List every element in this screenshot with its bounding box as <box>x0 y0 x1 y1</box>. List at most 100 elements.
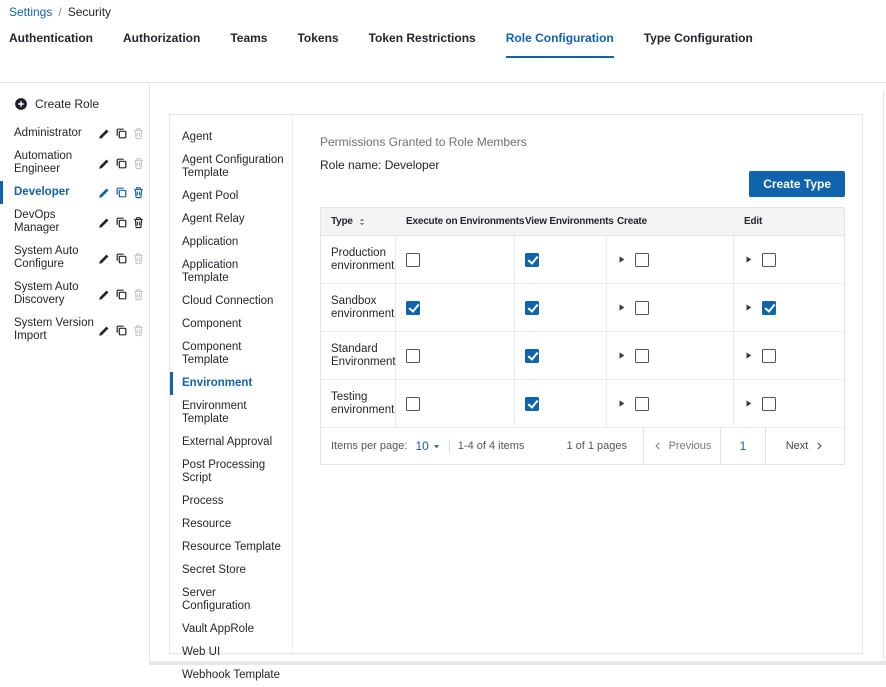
edit-checkbox[interactable] <box>762 300 776 315</box>
edit-role-icon[interactable] <box>98 288 111 301</box>
expand-triangle-icon[interactable] <box>617 351 626 360</box>
type-name-cell: Sandbox environment <box>321 284 396 331</box>
type-item-process[interactable]: Process <box>182 495 224 507</box>
edit-role-icon[interactable] <box>98 324 111 337</box>
create-checkbox[interactable] <box>635 252 649 267</box>
type-item-resource[interactable]: Resource <box>182 518 232 530</box>
column-header-view-environments: View Environments <box>515 208 614 235</box>
page-count-label: 1 of 1 pages <box>566 440 627 452</box>
type-item-agent-pool[interactable]: Agent Pool <box>182 190 239 202</box>
edit-checkbox[interactable] <box>762 348 776 363</box>
delete-role-icon[interactable] <box>132 216 145 229</box>
type-item-cloud-connection[interactable]: Cloud Connection <box>182 295 274 307</box>
expand-triangle-icon[interactable] <box>617 399 626 408</box>
delete-role-icon[interactable] <box>132 186 145 199</box>
view-cell <box>515 236 607 283</box>
tab-authorization[interactable]: Authorization <box>123 31 201 45</box>
expand-triangle-icon[interactable] <box>617 303 626 312</box>
type-item-server-configuration[interactable]: Server Configuration <box>182 587 251 612</box>
type-item-secret-store[interactable]: Secret Store <box>182 564 246 576</box>
copy-role-icon[interactable] <box>115 252 128 265</box>
create-checkbox[interactable] <box>635 300 649 315</box>
type-item-application-template[interactable]: Application Template <box>182 259 239 284</box>
expand-triangle-icon[interactable] <box>744 303 753 312</box>
edit-role-icon[interactable] <box>98 127 111 140</box>
items-per-page-label: Items per page: <box>331 440 408 452</box>
chevron-right-icon <box>814 441 824 451</box>
copy-role-icon[interactable] <box>115 127 128 140</box>
view-checkbox[interactable] <box>525 300 539 315</box>
expand-triangle-icon[interactable] <box>744 399 753 408</box>
type-item-component-template[interactable]: Component Template <box>182 341 242 366</box>
type-item-agent-relay[interactable]: Agent Relay <box>182 213 245 225</box>
view-checkbox[interactable] <box>525 348 539 363</box>
column-header-create: Create <box>607 208 734 235</box>
view-checkbox[interactable] <box>525 396 539 411</box>
role-item-developer[interactable]: Developer <box>0 181 149 204</box>
expand-triangle-icon[interactable] <box>617 255 626 264</box>
create-role-label: Create Role <box>35 97 100 111</box>
copy-role-icon[interactable] <box>115 186 128 199</box>
role-actions <box>98 288 145 301</box>
expand-triangle-icon[interactable] <box>744 351 753 360</box>
edit-checkbox[interactable] <box>762 396 776 411</box>
type-item-environment-template[interactable]: Environment Template <box>182 400 247 425</box>
role-item-system-auto-discovery[interactable]: System Auto Discovery <box>0 276 149 312</box>
role-item-system-version-import[interactable]: System Version Import <box>0 312 149 348</box>
execute-checkbox[interactable] <box>406 252 420 267</box>
edit-role-icon[interactable] <box>98 157 111 170</box>
role-item-automation-engineer[interactable]: Automation Engineer <box>0 145 149 181</box>
type-item-vault-approle[interactable]: Vault AppRole <box>182 623 255 635</box>
expand-triangle-icon[interactable] <box>744 255 753 264</box>
type-item-webhook-template[interactable]: Webhook Template <box>182 669 281 681</box>
edit-cell <box>734 236 844 283</box>
type-item-environment[interactable]: Environment <box>170 372 292 395</box>
execute-checkbox[interactable] <box>406 396 420 411</box>
create-checkbox[interactable] <box>635 348 649 363</box>
type-item-web-ui[interactable]: Web UI <box>182 646 221 658</box>
permissions-table: Type Execute on Environments View Environm… <box>320 207 845 465</box>
type-item-agent[interactable]: Agent <box>182 131 213 143</box>
tab-teams[interactable]: Teams <box>230 31 268 45</box>
type-item-post-processing-script[interactable]: Post Processing Script <box>182 459 266 484</box>
execute-cell <box>396 380 515 427</box>
tab-token-restrictions[interactable]: Token Restrictions <box>368 31 476 45</box>
breadcrumb-settings-link[interactable]: Settings <box>9 5 53 19</box>
execute-checkbox[interactable] <box>406 300 420 315</box>
role-item-devops-manager[interactable]: DevOps Manager <box>0 204 149 240</box>
copy-role-icon[interactable] <box>115 288 128 301</box>
column-header-type[interactable]: Type <box>321 208 396 235</box>
role-item-system-auto-configure[interactable]: System Auto Configure <box>0 240 149 276</box>
role-item-administrator[interactable]: Administrator <box>0 122 149 145</box>
view-checkbox[interactable] <box>525 252 539 267</box>
edit-role-icon[interactable] <box>98 252 111 265</box>
edit-checkbox[interactable] <box>762 252 776 267</box>
create-checkbox[interactable] <box>635 396 649 411</box>
breadcrumb-separator: / <box>58 5 62 19</box>
type-item-component[interactable]: Component <box>182 318 242 330</box>
current-page-button[interactable]: 1 <box>720 428 765 464</box>
copy-role-icon[interactable] <box>115 216 128 229</box>
tab-tokens[interactable]: Tokens <box>297 31 339 45</box>
execute-checkbox[interactable] <box>406 348 420 363</box>
role-name: Automation Engineer <box>14 150 73 175</box>
previous-page-button[interactable]: Previous <box>643 428 720 464</box>
tab-type-configuration[interactable]: Type Configuration <box>643 31 753 45</box>
next-page-button[interactable]: Next <box>765 428 844 464</box>
copy-role-icon[interactable] <box>115 324 128 337</box>
create-role-button[interactable]: Create Role <box>0 84 149 122</box>
sort-icon[interactable] <box>357 217 367 227</box>
items-per-page-select[interactable]: 10 <box>415 439 440 453</box>
type-item-application[interactable]: Application <box>182 236 239 248</box>
create-type-button[interactable]: Create Type <box>749 171 845 197</box>
roles-list: Administrator Automation Engineer Develope… <box>0 122 149 348</box>
column-header-label: Execute on Environments <box>406 216 525 227</box>
type-item-resource-template[interactable]: Resource Template <box>182 541 281 553</box>
type-item-external-approval[interactable]: External Approval <box>182 436 273 448</box>
edit-role-icon[interactable] <box>98 216 111 229</box>
edit-role-icon[interactable] <box>98 186 111 199</box>
tab-authentication[interactable]: Authentication <box>9 31 93 45</box>
copy-role-icon[interactable] <box>115 157 128 170</box>
tab-role-configuration[interactable]: Role Configuration <box>505 31 614 58</box>
type-item-agent-configuration-template[interactable]: Agent Configuration Template <box>182 154 284 179</box>
